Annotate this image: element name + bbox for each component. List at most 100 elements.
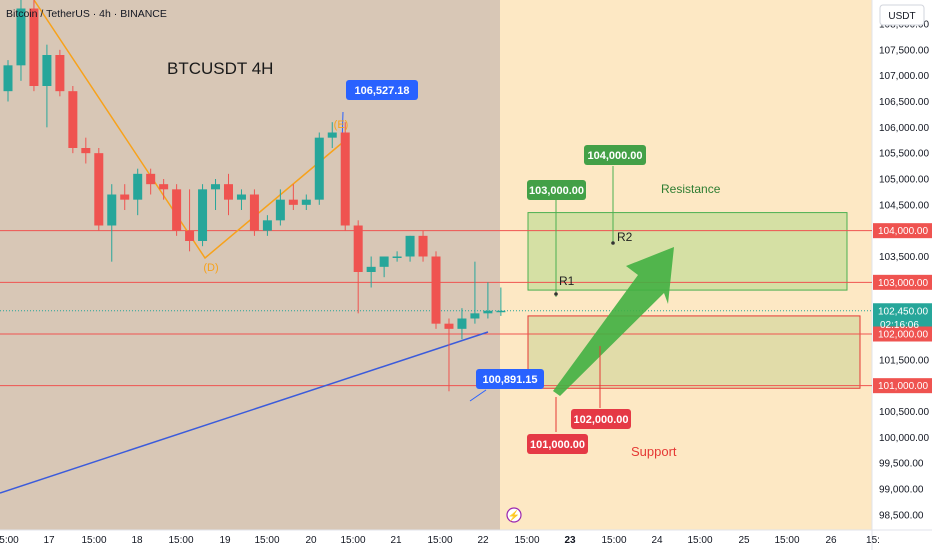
time-tick-label: 18 (131, 535, 143, 546)
candle-body (16, 8, 26, 66)
wave-label-e: (E) (334, 119, 349, 131)
resistance-label: Resistance (661, 182, 721, 196)
time-tick-label: 20 (305, 535, 317, 546)
price-tick-label: 99,000.00 (879, 485, 924, 496)
candle-body (483, 310, 493, 314)
time-tick-label: 15:00 (514, 535, 539, 546)
shaded-region (0, 0, 500, 530)
low-callout-leader (469, 389, 487, 402)
candle-body (211, 184, 221, 190)
time-axis-background (0, 530, 932, 550)
price-tick-label: 105,000.00 (879, 175, 929, 186)
price-tick-label: 105,500.00 (879, 149, 929, 160)
candle-body (3, 65, 13, 92)
support-label: Support (631, 444, 677, 459)
r1-point (554, 292, 558, 296)
currency-badge[interactable] (879, 4, 925, 26)
price-tag (873, 326, 932, 342)
r1-price-callout-text: 103,000.00 (529, 185, 584, 197)
price-tick-label: 107,500.00 (879, 45, 929, 56)
candle-body (262, 220, 272, 231)
time-tick-label: 15:00 (340, 535, 365, 546)
r2-price-callout (584, 145, 646, 165)
s2-price-callout (571, 409, 631, 429)
price-tag (873, 274, 932, 290)
price-tags: 104,000.00 103,000.00 102,450.00 102,000.00… (873, 223, 932, 394)
candle-body (94, 153, 104, 226)
time-tick-label: 15:00 (774, 535, 799, 546)
candle-body (159, 184, 169, 190)
candle-body (340, 132, 350, 226)
candle-body (223, 184, 233, 200)
candle-body (288, 199, 298, 205)
time-tick-label: 15:00 (254, 535, 279, 546)
time-tick-label: 15:00 (601, 535, 626, 546)
time-tick-label: 26 (825, 535, 837, 546)
candle-body (353, 225, 363, 272)
price-tag (873, 378, 932, 394)
candle-body (133, 173, 143, 200)
price-tick-label: 101,500.00 (879, 355, 929, 366)
candle-body (314, 137, 324, 200)
symbol-header: Bitcoin / TetherUS · 4h · BINANCE (6, 8, 167, 20)
price-tick-label: 106,500.00 (879, 97, 929, 108)
candle-body (81, 148, 91, 154)
candle-body (418, 235, 428, 257)
countdown-label: 02:16:06 (880, 320, 919, 331)
time-tick-label: 15:00 (81, 535, 106, 546)
candle-body (405, 235, 415, 257)
wave-line (33, 0, 343, 260)
time-tick-label: 17 (43, 535, 55, 546)
r1-price-callout (527, 180, 586, 200)
candle-body (301, 199, 311, 205)
time-tick-label: 15:00 (687, 535, 712, 546)
price-tick-label: 100,500.00 (879, 407, 929, 418)
price-tick-label: 98,500.00 (879, 510, 924, 521)
candle-body (29, 8, 39, 86)
candle-body (146, 173, 156, 185)
projection-arrow (553, 247, 674, 396)
candle-body (392, 256, 402, 258)
candle-body (172, 189, 182, 231)
overlays-layer: 106,527.18 100,891.15 103,000.00 104,000.00… (203, 80, 721, 459)
flash-icon[interactable]: ⚡ (506, 507, 522, 523)
time-tick-label: 15:00 (168, 535, 193, 546)
candle-body (470, 313, 480, 319)
candle-body (42, 55, 52, 86)
candle-body (249, 194, 259, 231)
r2-point (611, 241, 615, 245)
r2-label: R2 (617, 230, 633, 244)
time-tick-label: 19 (219, 535, 231, 546)
candle-body (120, 194, 130, 200)
time-axis[interactable]: 5:00 17 15:00 18 15:00 19 15:00 20 15:00 21 15:00 2… (0, 535, 880, 546)
time-tick-label: 25 (738, 535, 750, 546)
price-tag-label: 102,450.00 (878, 306, 928, 317)
svg-text:⚡: ⚡ (508, 509, 520, 522)
candle-body (275, 199, 285, 221)
zones-layer (527, 212, 861, 389)
time-tick-label: 5:00 (0, 535, 19, 546)
candle-body (198, 189, 208, 241)
price-tag (873, 223, 932, 239)
price-tick-label: 106,000.00 (879, 123, 929, 134)
price-tick-label: 103,500.00 (879, 252, 929, 263)
r2-price-callout-text: 104,000.00 (587, 150, 642, 162)
candle-body (327, 132, 337, 138)
candle-body (379, 256, 389, 267)
time-tick-label: 21 (390, 535, 402, 546)
candles-layer (3, 0, 506, 392)
price-tick-label: 99,500.00 (879, 459, 924, 470)
low-price-callout (476, 369, 544, 389)
price-tag-label: 103,000.00 (878, 278, 928, 289)
candle-body (366, 266, 376, 272)
time-tick-label: 23 (564, 535, 576, 546)
candle-body (444, 323, 454, 329)
candle-body (55, 55, 65, 92)
price-tag-label: 102,000.00 (878, 330, 928, 341)
price-tag-label: 104,000.00 (878, 226, 928, 237)
time-tick-label: 15: (866, 535, 880, 546)
price-tick-label: 104,500.00 (879, 200, 929, 211)
low-price-callout-text: 100,891.15 (482, 374, 537, 386)
